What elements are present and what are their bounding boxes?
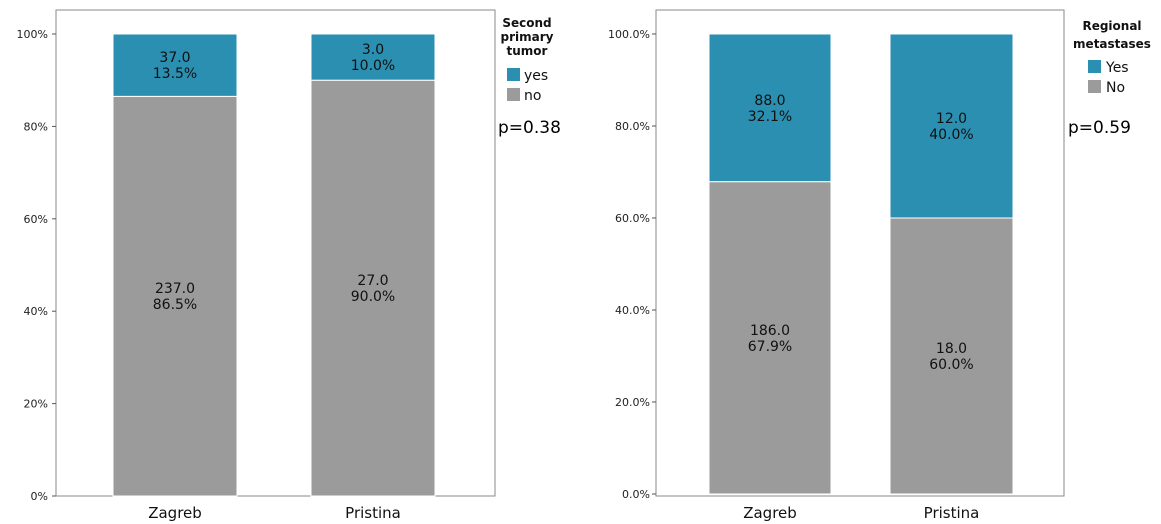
y-tick-label: 100% [17,28,48,41]
bar-segment-yes [310,33,436,81]
y-tick-label: 0.0% [622,488,650,501]
data-label-percent: 13.5% [153,66,197,82]
legend-title: tumor [507,44,548,58]
y-tick-label: 60% [24,213,48,226]
y-tick-label: 20% [24,398,48,411]
data-label-percent: 32.1% [748,109,792,125]
p-value-annotation: p=0.59 [1068,118,1131,138]
data-label-percent: 10.0% [351,58,395,74]
y-tick-label: 20.0% [615,396,650,409]
x-tick-label: Pristina [924,504,980,522]
x-tick-label: Zagreb [148,504,202,522]
data-label-percent: 60.0% [929,357,973,373]
data-label-percent: 40.0% [929,127,973,143]
x-tick-label: Pristina [345,504,401,522]
y-tick-label: 40.0% [615,304,650,317]
legend-swatch-yes [1088,60,1101,73]
legend-title: Second [502,16,551,30]
bar-segment-no [310,79,436,497]
plot-frame [55,9,496,497]
data-label-count: 237.0 [155,281,195,297]
bar-segment-yes [708,33,832,183]
data-label-count: 27.0 [357,273,388,289]
data-label-count: 37.0 [159,50,190,66]
y-tick-label: 80% [24,120,48,133]
data-label-count: 88.0 [754,93,785,109]
data-label-count: 12.0 [936,111,967,127]
y-tick-label: 100.0% [608,28,650,41]
y-tick-label: 0% [31,490,48,503]
legend-title: Regional [1082,19,1141,33]
data-label-count: 186.0 [750,323,790,339]
bar-segment-yes [112,33,238,97]
plot-frame [655,9,1065,497]
legend-swatch-no [507,88,520,101]
legend-label-no: no [524,88,541,104]
p-value-annotation: p=0.38 [498,118,561,138]
bar-segment-yes [889,33,1014,219]
y-tick-label: 60.0% [615,212,650,225]
y-tick-label: 40% [24,305,48,318]
legend-title: metastases [1073,37,1151,51]
data-label-count: 3.0 [362,42,384,58]
legend-label-yes: Yes [1105,60,1129,76]
data-label-percent: 90.0% [351,289,395,305]
legend-label-yes: yes [524,68,548,84]
legend-swatch-yes [507,68,520,81]
bar-segment-no [708,181,832,495]
y-tick-label: 80.0% [615,120,650,133]
legend-title: primary [501,30,554,44]
data-label-count: 18.0 [936,341,967,357]
data-label-percent: 67.9% [748,339,792,355]
legend-swatch-no [1088,80,1101,93]
legend-label-no: No [1106,80,1125,96]
data-label-percent: 86.5% [153,297,197,313]
bar-segment-no [889,217,1014,495]
x-tick-label: Zagreb [743,504,797,522]
